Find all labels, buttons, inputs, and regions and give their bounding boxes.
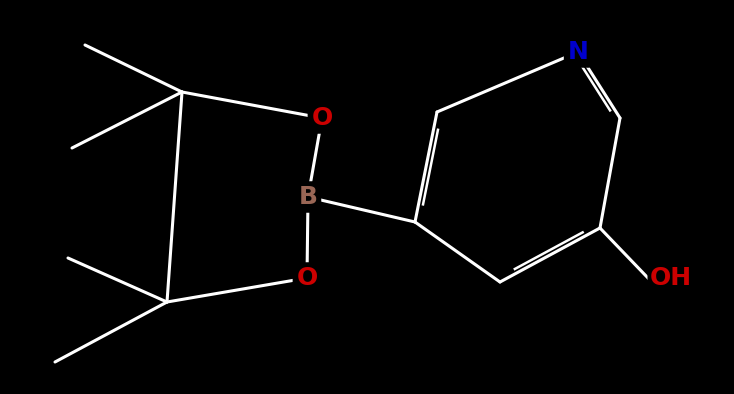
Text: O: O: [297, 266, 318, 290]
Text: OH: OH: [650, 266, 692, 290]
Text: O: O: [311, 106, 333, 130]
Text: N: N: [567, 40, 589, 64]
Text: B: B: [299, 185, 318, 209]
